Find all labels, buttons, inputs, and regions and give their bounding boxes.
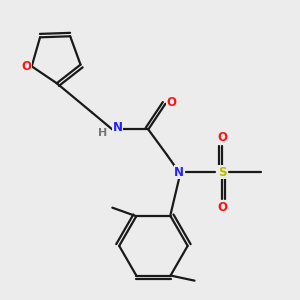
Text: N: N bbox=[112, 121, 122, 134]
Text: N: N bbox=[174, 166, 184, 179]
Text: O: O bbox=[22, 60, 32, 73]
Text: H: H bbox=[98, 128, 107, 138]
Text: O: O bbox=[217, 131, 227, 144]
Text: O: O bbox=[167, 96, 177, 109]
Text: S: S bbox=[218, 166, 226, 179]
Text: O: O bbox=[217, 201, 227, 214]
